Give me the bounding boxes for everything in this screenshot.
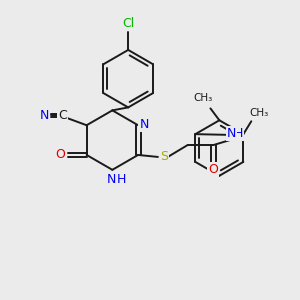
- Text: CH₃: CH₃: [250, 108, 269, 118]
- Text: O: O: [55, 148, 65, 161]
- Text: N: N: [139, 118, 149, 131]
- Text: N: N: [39, 109, 49, 122]
- Text: CH₃: CH₃: [194, 94, 213, 103]
- Text: H: H: [233, 127, 243, 140]
- Text: Cl: Cl: [122, 17, 134, 30]
- Text: N: N: [226, 127, 236, 140]
- Text: N: N: [107, 173, 116, 186]
- Text: H: H: [117, 173, 126, 186]
- Text: C: C: [58, 109, 67, 122]
- Text: S: S: [160, 150, 168, 164]
- Text: O: O: [208, 163, 218, 176]
